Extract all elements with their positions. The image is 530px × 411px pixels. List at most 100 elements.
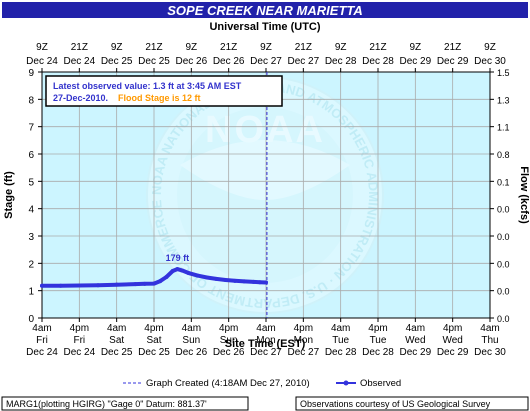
y2-tick-label: 0.0 [497, 259, 510, 269]
y2-tick-label: 0.0 [497, 232, 510, 242]
top-tick-label-hour: 21Z [145, 42, 162, 53]
legend: Graph Created (4:18AM Dec 27, 2010) Obse… [123, 378, 401, 389]
info-flood-stage: Flood Stage is 12 ft [118, 93, 201, 103]
plot-frame [41, 71, 491, 319]
top-tick-label-date: Dec 24 [26, 56, 58, 67]
top-tick-label-date: Dec 25 [101, 56, 133, 67]
observed-point [152, 281, 156, 286]
y2-tick-label: 1.1 [497, 123, 510, 133]
top-tick-label-hour: 21Z [220, 42, 237, 53]
x-tick-label-date: Dec 30 [474, 347, 506, 358]
x-tick-label-hour: 4am [182, 323, 201, 334]
observed-point [257, 280, 262, 285]
footer: MARG1(plotting HGIRG) "Gage 0" Datum: 88… [1, 396, 529, 411]
x-tick-label-hour: 4pm [219, 323, 238, 334]
top-tick-label-hour: 21Z [295, 42, 312, 53]
y-tick-label: 3 [28, 232, 34, 243]
series-group: 179 ft [40, 72, 268, 318]
x-tick-label-date: Dec 26 [175, 347, 207, 358]
top-tick-label-hour: 9Z [36, 42, 48, 53]
observed-point [114, 282, 119, 287]
x-tick-label-weekday: Wed [442, 335, 462, 346]
observed-point [195, 273, 200, 278]
observed-point [133, 282, 138, 287]
x-tick-label-weekday: Tue [370, 335, 387, 346]
x-tick-label-hour: 4pm [144, 323, 163, 334]
observed-point [232, 278, 237, 283]
observed-point [251, 279, 256, 284]
seagull-shape [180, 140, 350, 200]
x-tick-label-date: Dec 27 [287, 347, 319, 358]
top-tick-label-hour: 9Z [335, 42, 347, 53]
y-tick-label: 9 [28, 68, 34, 79]
x-tick-label-hour: 4pm [294, 323, 313, 334]
x-tick-label-hour: 4am [331, 323, 350, 334]
y-tick-label: 1 [28, 287, 34, 298]
observed-point [242, 279, 247, 284]
y-tick-label: 7 [28, 123, 34, 134]
y-tick-label: 2 [28, 259, 34, 270]
y-tick-label: 4 [28, 205, 34, 216]
x-tick-label-date: Dec 24 [26, 347, 58, 358]
y2-tick-label: 0.0 [497, 287, 510, 297]
x-tick-label-date: Dec 28 [325, 347, 357, 358]
peak-label: 179 ft [166, 253, 190, 263]
info-latest-value: Latest observed value: 1.3 ft at 3:45 AM… [53, 81, 242, 91]
y2-tick-label: 1.3 [497, 95, 510, 105]
x-tick-label-hour: 4am [256, 323, 275, 334]
top-tick-label-hour: 21Z [71, 42, 88, 53]
x-tick-label-date: Dec 28 [362, 347, 394, 358]
footer-credit: Observations courtesy of US Geological S… [300, 399, 491, 409]
top-tick-label-hour: 9Z [260, 42, 272, 53]
y2-axis-title: Flow (kcfs) [518, 166, 530, 224]
top-tick-label-date: Dec 25 [138, 56, 170, 67]
x-tick-label-hour: 4pm [70, 323, 89, 334]
x-tick-label-hour: 4am [480, 323, 499, 334]
latest-value-box: Latest observed value: 1.3 ft at 3:45 AM… [45, 75, 283, 107]
observed-point [214, 276, 219, 281]
observed-point [164, 275, 169, 279]
top-tick-label-hour: 21Z [444, 42, 461, 53]
y-tick-label: 5 [28, 177, 34, 188]
observed-point [175, 267, 180, 272]
top-tick-label-date: Dec 30 [474, 56, 506, 67]
top-tick-label-date: Dec 27 [250, 56, 282, 67]
x-tick-label-hour: 4am [32, 323, 51, 334]
x-tick-label-date: Dec 24 [63, 347, 95, 358]
x-tick-label-weekday: Sun [220, 335, 238, 346]
top-tick-label-hour: 9Z [111, 42, 123, 53]
x-tick-label-weekday: Fri [73, 335, 85, 346]
top-tick-label-hour: 9Z [409, 42, 421, 53]
observed-point [96, 283, 100, 288]
top-axis-title: Universal Time (UTC) [209, 21, 320, 33]
x-tick-label-weekday: Fri [36, 335, 48, 346]
top-tick-label-date: Dec 26 [213, 56, 245, 67]
noaa-watermark: NOAA NOAA NATIONAL OCEANIC AND ATMOSPHER… [146, 76, 384, 314]
x-tick-label-hour: 4am [107, 323, 126, 334]
x-tick-label-weekday: Thu [481, 335, 498, 346]
footer-left-frame [1, 396, 249, 411]
title-bar [2, 2, 528, 18]
observed-point [180, 268, 184, 273]
y2-tick-label: 1.5 [497, 68, 510, 78]
x-tick-label-date: Dec 29 [399, 347, 431, 358]
top-tick-label-hour: 9Z [185, 42, 197, 53]
top-tick-label-hour: 9Z [484, 42, 496, 53]
info-date: 27-Dec-2010. [53, 93, 108, 103]
observed-point [170, 268, 175, 273]
watermark-noaa-text: NOAA [205, 109, 325, 151]
top-tick-label-date: Dec 27 [287, 56, 319, 67]
x-tick-label-weekday: Tue [332, 335, 349, 346]
legend-created-label: Graph Created (4:18AM Dec 27, 2010) [146, 378, 310, 389]
x-tick-label-hour: 4am [406, 323, 425, 334]
x-tick-label-weekday: Mon [294, 335, 313, 346]
y2-tick-label: 0.1 [497, 177, 510, 187]
top-tick-label-date: Dec 24 [63, 56, 95, 67]
observed-point [186, 270, 191, 275]
chart-title: SOPE CREEK NEAR MARIETTA [167, 3, 363, 18]
observed-point [40, 283, 44, 288]
top-tick-label-date: Dec 28 [362, 56, 394, 67]
y2-tick-label: 0.0 [497, 205, 510, 215]
